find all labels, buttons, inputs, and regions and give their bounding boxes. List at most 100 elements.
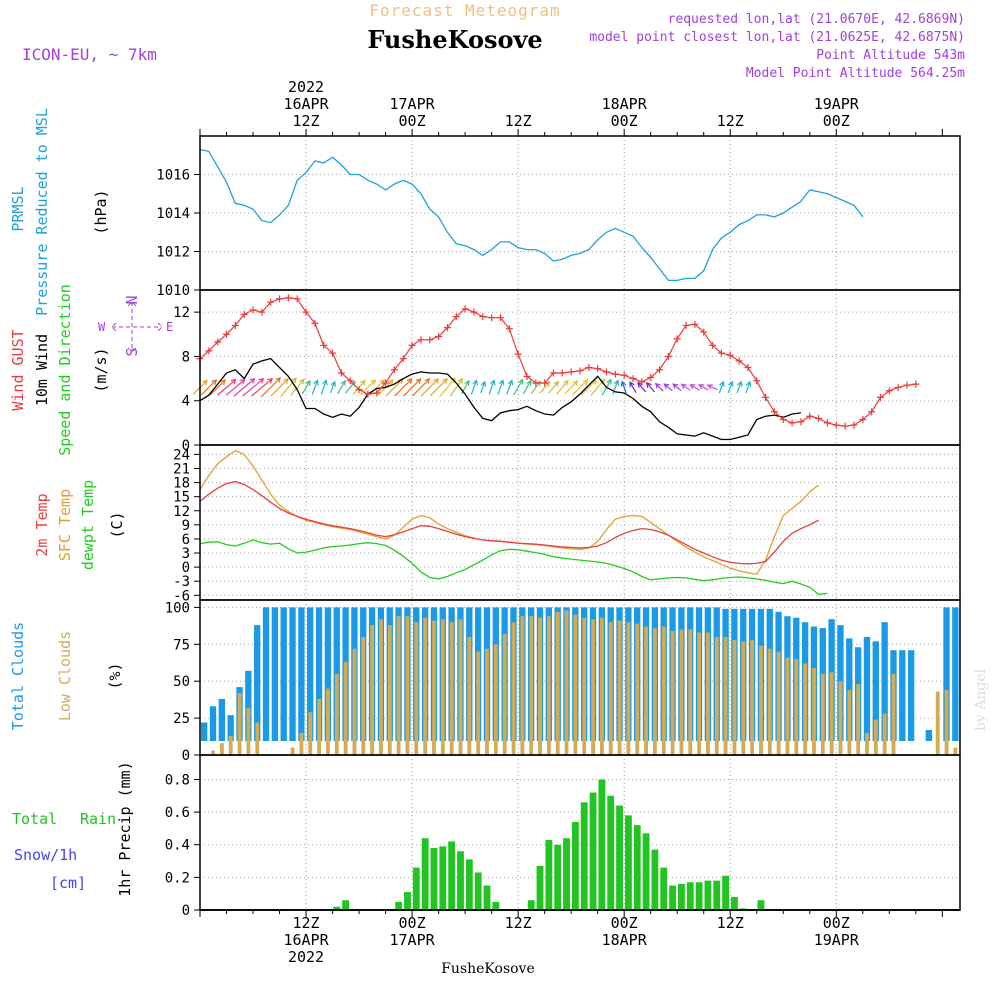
gust-marker bbox=[885, 387, 893, 395]
gust-marker bbox=[249, 306, 257, 314]
gust-marker bbox=[770, 408, 778, 416]
wind-arrow bbox=[564, 380, 579, 395]
time-label-bottom: 17APR bbox=[390, 931, 436, 949]
header-title: Forecast Meteogram bbox=[369, 1, 560, 20]
rain-bar bbox=[580, 802, 588, 910]
low-cloud-bar bbox=[228, 735, 233, 755]
rain-bar bbox=[545, 839, 553, 910]
wind-arrow bbox=[663, 383, 673, 392]
wind-arrow-head bbox=[330, 380, 336, 387]
gust-marker bbox=[894, 383, 902, 391]
wind-arrow bbox=[403, 377, 422, 397]
total-cloud-bar bbox=[925, 729, 932, 741]
wind-arrow-head bbox=[442, 377, 448, 384]
rain-bar bbox=[448, 841, 456, 910]
gust-marker bbox=[682, 321, 690, 329]
wind-arrow-head bbox=[706, 384, 713, 390]
total-cloud-bar bbox=[907, 650, 915, 741]
low-cloud-bar bbox=[440, 619, 445, 755]
low-cloud-bar bbox=[865, 732, 869, 755]
wind-arrow-head bbox=[553, 380, 560, 387]
wind-arrow-head bbox=[275, 377, 282, 383]
total-cloud-bar bbox=[952, 607, 959, 741]
time-label-top: 00Z bbox=[611, 112, 638, 130]
gust-marker bbox=[302, 308, 310, 316]
header-location: FusheKosove bbox=[367, 25, 542, 54]
rain-bar bbox=[404, 892, 411, 910]
wind-arrow-shaft bbox=[280, 377, 297, 398]
rain-bar bbox=[624, 815, 632, 910]
low-cloud-bar bbox=[591, 619, 595, 755]
low-clouds-label: Low Clouds bbox=[56, 631, 74, 721]
wind-arrow bbox=[311, 379, 319, 395]
y-tick-label: -3 bbox=[173, 574, 190, 590]
rain-bar bbox=[757, 900, 765, 910]
time-label-top: 12Z bbox=[717, 112, 744, 130]
rain-bar bbox=[651, 849, 659, 910]
y-tick-label: 12 bbox=[173, 504, 190, 520]
wind-arrow-shaft bbox=[629, 381, 637, 393]
gust-marker bbox=[806, 412, 814, 420]
y-tick-label: 3 bbox=[182, 546, 190, 562]
low-cloud-bar bbox=[308, 712, 313, 755]
panel-frame bbox=[199, 599, 961, 756]
gust-marker bbox=[205, 347, 213, 355]
wind-gust-line bbox=[199, 297, 916, 427]
gust-marker bbox=[823, 419, 831, 427]
low-cloud-bar bbox=[608, 622, 613, 755]
header-model-altitude: Model Point Altitude 564.25m bbox=[746, 66, 965, 81]
gust-marker bbox=[223, 330, 231, 338]
gust-marker bbox=[832, 421, 840, 429]
rain-bar bbox=[457, 851, 464, 910]
wind-arrow-shaft bbox=[412, 378, 430, 397]
low-cloud-bar bbox=[396, 616, 401, 755]
low-cloud-bar bbox=[405, 616, 410, 755]
wind-arrow bbox=[412, 377, 431, 397]
wind-arrow bbox=[548, 380, 560, 394]
wind-arrow bbox=[233, 378, 256, 397]
gust-marker bbox=[576, 367, 584, 375]
rain-bar bbox=[465, 859, 473, 910]
wind-arrow-head bbox=[680, 383, 687, 390]
low-cloud-bar bbox=[820, 673, 825, 755]
time-label-top: 12Z bbox=[505, 112, 532, 130]
wind-arrow-shaft bbox=[200, 379, 217, 396]
wind-arrow bbox=[689, 384, 700, 391]
wind-arrow-head bbox=[620, 380, 627, 387]
wind-arrow-shaft bbox=[580, 379, 597, 396]
y-tick-label: 0 bbox=[182, 560, 190, 576]
y-tick-label: 1012 bbox=[156, 245, 190, 261]
wind-arrow-head bbox=[406, 377, 413, 384]
low-cloud-bar bbox=[458, 619, 463, 755]
time-label-bottom: 00Z bbox=[611, 914, 638, 932]
wind-arrow bbox=[497, 379, 505, 395]
wind-arrow-shaft bbox=[564, 380, 578, 395]
gust-marker bbox=[603, 368, 611, 376]
y-tick-label: 0.8 bbox=[165, 772, 190, 788]
gust-marker bbox=[788, 419, 796, 427]
wind-arrow-head bbox=[745, 380, 752, 387]
wind-arrow bbox=[629, 381, 637, 393]
gust-marker bbox=[611, 370, 619, 378]
low-cloud-bar bbox=[432, 620, 436, 755]
gust-marker bbox=[443, 324, 451, 332]
low-cloud-bar bbox=[688, 629, 693, 755]
low-cloud-bar bbox=[290, 747, 295, 755]
wind-arrow-head bbox=[370, 379, 377, 385]
time-label-top: 19APR bbox=[814, 95, 860, 113]
low-cloud-bar bbox=[812, 667, 816, 755]
wind-arrow-shaft bbox=[242, 378, 264, 397]
time-label-top: 17APR bbox=[390, 95, 436, 113]
wind-arrow bbox=[216, 378, 237, 396]
gust-marker bbox=[231, 321, 239, 329]
low-cloud-bar bbox=[219, 743, 224, 755]
y-tick-label: 9 bbox=[182, 518, 190, 534]
compass-north: N bbox=[123, 295, 141, 304]
temp-sfc-label: SFC Temp bbox=[56, 489, 74, 561]
rain-bar bbox=[678, 883, 685, 910]
low-cloud-bar bbox=[343, 662, 348, 755]
snow-unit-label: [cm] bbox=[50, 874, 86, 892]
wind-arrow bbox=[645, 381, 656, 393]
wind-arrow-shaft bbox=[360, 379, 376, 396]
